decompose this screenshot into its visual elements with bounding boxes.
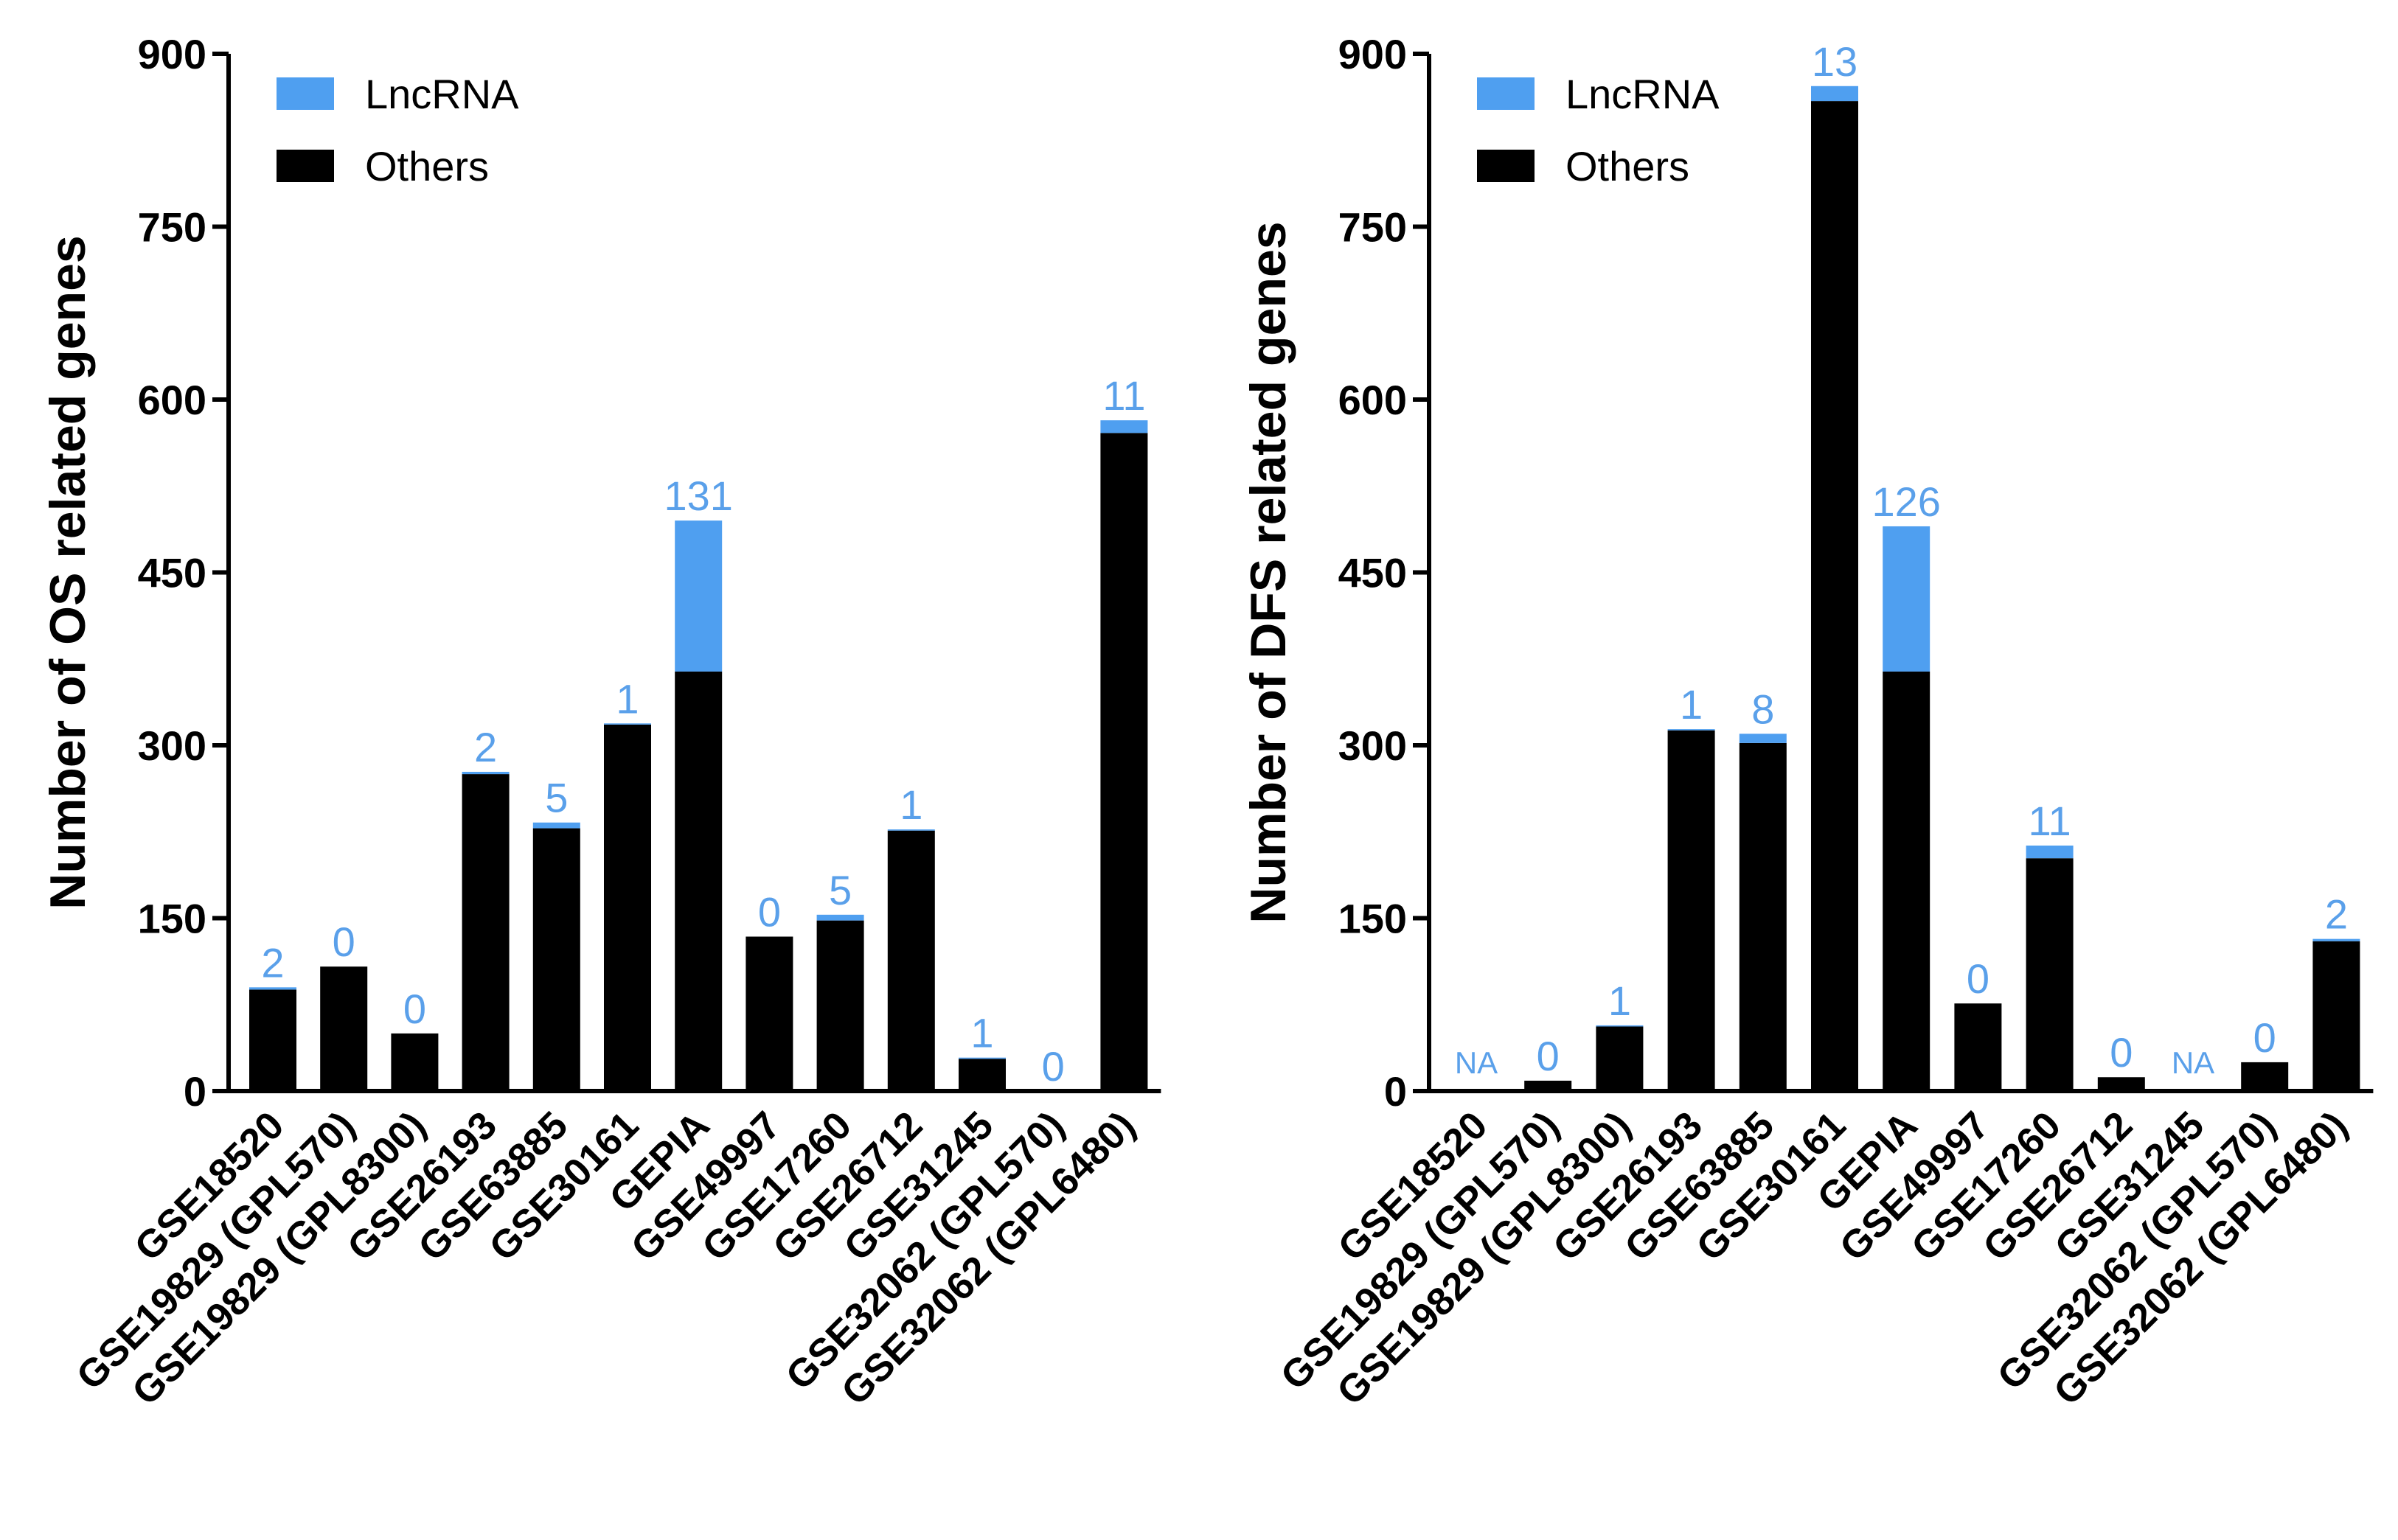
- y-tick-label: 300: [138, 722, 206, 769]
- bar-lncrna-3: [462, 771, 510, 775]
- bar-lncrna-5: [604, 723, 651, 725]
- bar-others-2: [1596, 1026, 1644, 1091]
- bar-others-0: [249, 989, 296, 1091]
- legend-label-lncrna: LncRNA: [365, 71, 519, 117]
- x-category-label-2: GSE19829 (GPL8300): [1329, 1104, 1639, 1414]
- y-tick-label: 450: [1338, 550, 1407, 596]
- bar-lncrna-6: [1883, 526, 1930, 672]
- y-tick-label: 150: [138, 896, 206, 942]
- data-label-2: 0: [403, 986, 426, 1032]
- data-label-9: 0: [2110, 1029, 2133, 1076]
- y-tick-label: 0: [184, 1068, 206, 1115]
- y-tick-label: 900: [1338, 31, 1407, 77]
- bar-lncrna-10: [959, 1057, 1006, 1059]
- data-label-11: 0: [2253, 1014, 2276, 1061]
- bar-others-8: [2026, 858, 2074, 1091]
- bar-others-9: [2097, 1077, 2145, 1091]
- chart-panel-dfs: 0 150 300 450 600 750 900 Number of DFS related…: [1240, 31, 2374, 1414]
- data-label-10: 1: [970, 1010, 993, 1056]
- bar-others-1: [320, 966, 368, 1091]
- bar-others-4: [532, 828, 580, 1091]
- data-label-9: 1: [900, 781, 922, 828]
- bar-lncrna-2: [1596, 1025, 1644, 1027]
- legend-swatch-lncrna: [1477, 77, 1535, 110]
- bar-lncrna-12: [2312, 938, 2360, 941]
- bar-others-8: [816, 920, 864, 1091]
- data-label-2: 1: [1608, 978, 1631, 1024]
- bar-lncrna-0: [249, 987, 296, 990]
- bar-lncrna-4: [1739, 734, 1787, 743]
- bar-others-2: [391, 1033, 439, 1091]
- bar-lncrna-6: [675, 520, 723, 672]
- bar-others-12: [1100, 433, 1148, 1091]
- legend-swatch-lncrna: [277, 77, 334, 110]
- data-label-6: 131: [664, 473, 732, 519]
- bar-lncrna-4: [532, 822, 580, 829]
- bar-others-6: [675, 671, 723, 1091]
- data-label-1: 0: [333, 919, 355, 965]
- legend-label-lncrna: LncRNA: [1565, 71, 1720, 117]
- data-label-7: 0: [758, 889, 781, 936]
- y-tick-label: 450: [138, 550, 206, 596]
- bar-others-11: [2241, 1062, 2289, 1091]
- y-tick-label: 600: [1338, 377, 1407, 423]
- data-label-7: 0: [1967, 955, 1989, 1002]
- y-tick-label: 750: [138, 204, 206, 251]
- bar-others-10: [959, 1059, 1006, 1091]
- data-label-0: NA: [1455, 1045, 1498, 1080]
- bar-lncrna-8: [2026, 846, 2074, 859]
- data-label-12: 2: [2325, 891, 2348, 938]
- legend-swatch-others: [1477, 150, 1535, 182]
- legend-label-others: Others: [1565, 143, 1689, 189]
- bar-others-7: [746, 936, 793, 1091]
- bar-lncrna-9: [887, 829, 935, 831]
- y-tick-label: 0: [1384, 1068, 1407, 1115]
- legend-label-others: Others: [365, 143, 489, 189]
- bar-lncrna-5: [1811, 86, 1858, 102]
- data-label-4: 5: [545, 775, 568, 821]
- data-label-8: 5: [829, 867, 852, 913]
- bar-others-5: [604, 724, 651, 1091]
- data-label-0: 2: [261, 939, 284, 986]
- data-label-5: 13: [1812, 38, 1857, 85]
- y-tick-label: 750: [1338, 204, 1407, 251]
- x-category-label-2: GSE19829 (GPL8300): [124, 1104, 434, 1414]
- y-axis-title: Number of DFS related genes: [1240, 221, 1296, 923]
- y-tick-label: 300: [1338, 722, 1407, 769]
- bar-others-3: [1667, 730, 1715, 1091]
- bar-others-3: [462, 774, 510, 1091]
- bar-others-1: [1524, 1080, 1572, 1091]
- bar-others-4: [1739, 742, 1787, 1091]
- data-label-3: 1: [1680, 681, 1703, 728]
- data-label-5: 1: [616, 675, 639, 722]
- bar-lncrna-3: [1667, 729, 1715, 731]
- bar-others-6: [1883, 671, 1930, 1091]
- data-label-11: 0: [1042, 1043, 1065, 1090]
- bar-others-5: [1811, 101, 1858, 1091]
- x-category-label-1: GSE19829 (GPL570): [69, 1104, 364, 1398]
- data-label-10: NA: [2172, 1045, 2214, 1080]
- data-label-3: 2: [474, 724, 497, 770]
- data-label-4: 8: [1751, 686, 1774, 732]
- data-label-6: 126: [1872, 478, 1940, 525]
- data-label-1: 0: [1537, 1033, 1560, 1079]
- y-tick-label: 900: [138, 31, 206, 77]
- legend-swatch-others: [277, 150, 334, 182]
- data-label-8: 11: [2029, 798, 2071, 844]
- y-tick-label: 150: [1338, 896, 1407, 942]
- bar-lncrna-12: [1100, 420, 1148, 433]
- bar-others-7: [1954, 1003, 2002, 1091]
- y-axis-title: Number of OS related genes: [40, 235, 96, 909]
- y-tick-label: 600: [138, 377, 206, 423]
- bar-others-12: [2312, 941, 2360, 1091]
- bar-others-9: [887, 830, 935, 1091]
- data-label-12: 11: [1102, 372, 1145, 419]
- bar-lncrna-8: [816, 914, 864, 921]
